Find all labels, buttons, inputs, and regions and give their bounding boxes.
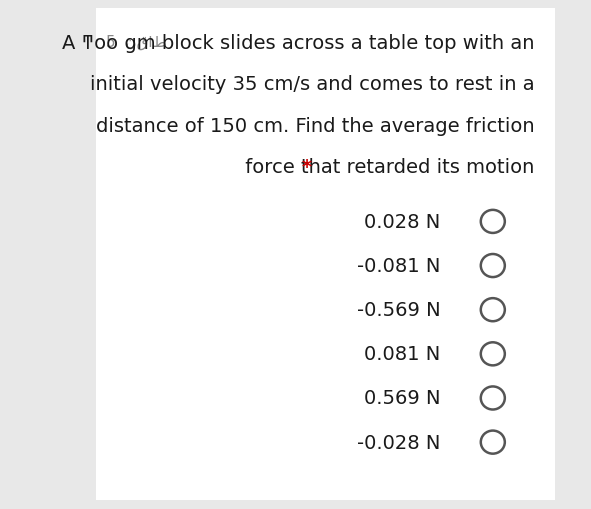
Text: 5  نقاط: 5 نقاط bbox=[106, 34, 167, 49]
Text: A ͳoo gm block slides across a table top with an: A ͳoo gm block slides across a table top… bbox=[62, 34, 535, 53]
Text: *: * bbox=[302, 157, 312, 176]
Text: 0.081 N: 0.081 N bbox=[364, 345, 440, 363]
Text: distance of 150 cm. Find the average friction: distance of 150 cm. Find the average fri… bbox=[96, 117, 535, 135]
Text: 0.569 N: 0.569 N bbox=[364, 389, 440, 408]
Text: -0.569 N: -0.569 N bbox=[357, 301, 440, 320]
FancyBboxPatch shape bbox=[96, 9, 556, 500]
Text: -0.028 N: -0.028 N bbox=[357, 433, 440, 452]
Text: force that retarded its motion: force that retarded its motion bbox=[239, 157, 535, 176]
Text: initial velocity 35 cm/s and comes to rest in a: initial velocity 35 cm/s and comes to re… bbox=[90, 75, 535, 94]
Text: 0.028 N: 0.028 N bbox=[364, 212, 440, 232]
Text: -0.081 N: -0.081 N bbox=[357, 257, 440, 275]
